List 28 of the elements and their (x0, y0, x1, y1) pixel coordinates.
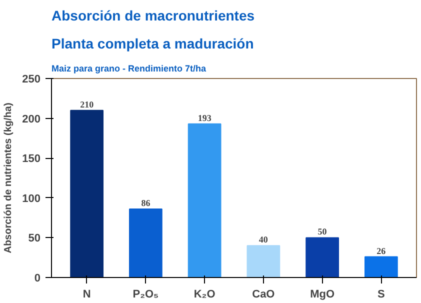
x-tick-label: N (82, 288, 91, 300)
bar (364, 256, 398, 278)
y-tick-label: 100 (22, 192, 41, 205)
x-tick-label: P₂O₅ (132, 288, 159, 300)
bar (246, 245, 280, 278)
y-axis-title: Absorción de nutrientes (kg/ha) (3, 102, 14, 254)
data-label: 40 (258, 234, 268, 245)
y-tick-label: 150 (22, 153, 41, 166)
x-tick-label: CaO (252, 288, 276, 300)
data-label: 86 (141, 198, 151, 208)
y-tick-label: 50 (28, 232, 41, 245)
x-tick-label: MgO (310, 288, 335, 300)
y-tick-label: 0 (34, 272, 41, 284)
bar (129, 208, 162, 278)
data-label: 210 (80, 99, 94, 110)
bar (188, 123, 222, 278)
y-tick-label: 200 (22, 113, 41, 126)
bar (70, 110, 104, 278)
bar (306, 237, 339, 278)
data-label: 50 (318, 226, 328, 237)
y-tick-label: 250 (22, 74, 41, 86)
text: Maiz para grano - Rendimiento 7t/ha (52, 64, 208, 74)
x-tick-label: K₂O (194, 288, 216, 300)
x-tick-label: S (378, 288, 385, 300)
data-label: 193 (198, 112, 212, 123)
chart-subtitle: Planta completa a maduración (52, 36, 254, 52)
chart-title: Absorción de macronutrientes (52, 8, 255, 24)
data-label: 26 (376, 246, 386, 256)
